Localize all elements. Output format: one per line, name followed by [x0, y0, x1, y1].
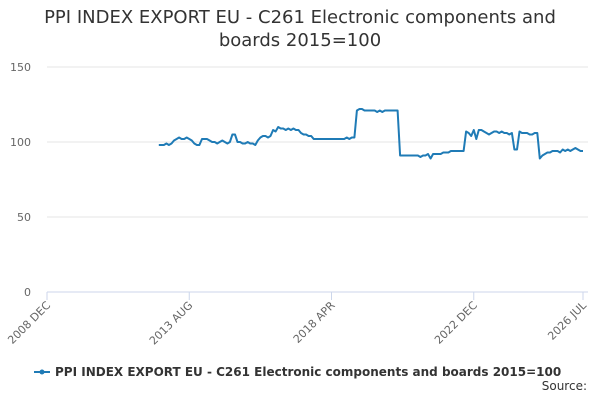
x-tick-label: 2013 AUG: [147, 299, 196, 348]
legend-marker: [39, 369, 45, 375]
x-tick-label: 2026 JUL: [545, 298, 589, 342]
y-tick-label: 150: [10, 61, 31, 74]
y-tick-label: 100: [10, 136, 31, 149]
y-tick-label: 50: [17, 211, 31, 224]
y-tick-label: 0: [24, 286, 31, 299]
chart-title: PPI INDEX EXPORT EU - C261 Electronic co…: [44, 7, 556, 51]
x-tick-label: 2022 DEC: [432, 299, 480, 347]
x-tick-label: 2008 DEC: [5, 299, 53, 347]
x-tick-label: 2018 APR: [291, 299, 338, 346]
source: Source:: [542, 379, 587, 393]
series-line: [158, 108, 583, 160]
legend-label: PPI INDEX EXPORT EU - C261 Electronic co…: [55, 365, 561, 379]
